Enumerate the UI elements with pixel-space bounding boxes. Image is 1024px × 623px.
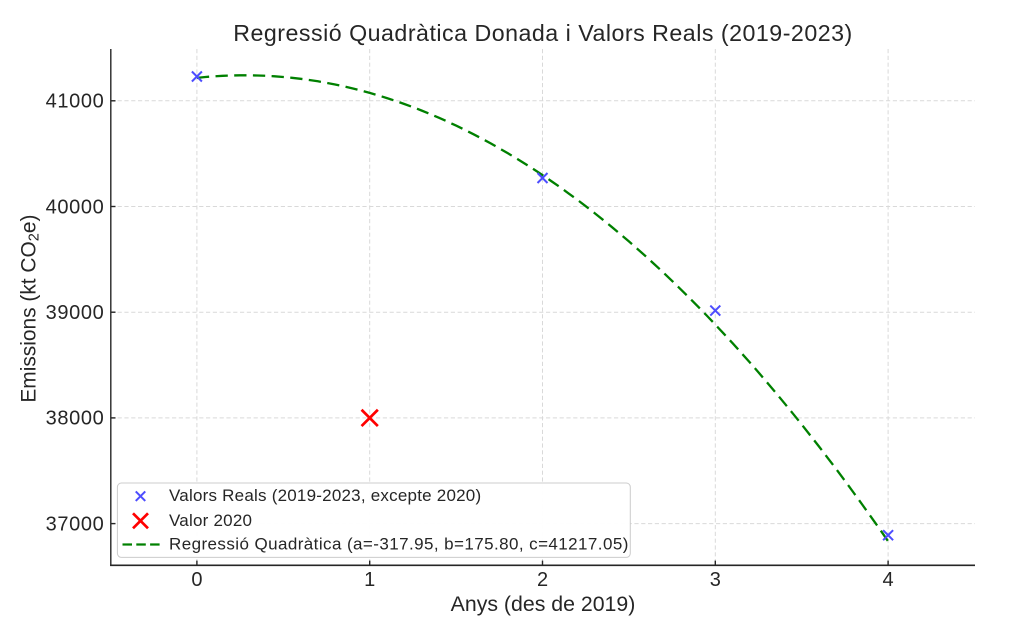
svg-text:37000: 37000: [46, 513, 105, 535]
svg-text:41000: 41000: [46, 91, 105, 113]
svg-text:40000: 40000: [46, 196, 105, 218]
svg-text:Regressió Quadràtica Donada i: Regressió Quadràtica Donada i Valors Rea…: [233, 20, 852, 46]
svg-text:2: 2: [537, 569, 548, 591]
svg-text:Regressió Quadràtica (a=-317.9: Regressió Quadràtica (a=-317.95, b=175.8…: [169, 534, 629, 553]
svg-text:4: 4: [883, 569, 894, 591]
svg-text:Anys (des de 2019): Anys (des de 2019): [451, 592, 636, 616]
svg-text:Emissions (kt CO2e): Emissions (kt CO2e): [17, 215, 42, 403]
svg-text:0: 0: [191, 569, 202, 591]
svg-text:38000: 38000: [46, 408, 105, 430]
svg-text:Valor 2020: Valor 2020: [169, 511, 252, 530]
svg-text:1: 1: [364, 569, 375, 591]
svg-text:3: 3: [710, 569, 721, 591]
svg-text:Valors Reals (2019-2023, excep: Valors Reals (2019-2023, excepte 2020): [169, 486, 481, 505]
svg-text:39000: 39000: [46, 302, 105, 324]
